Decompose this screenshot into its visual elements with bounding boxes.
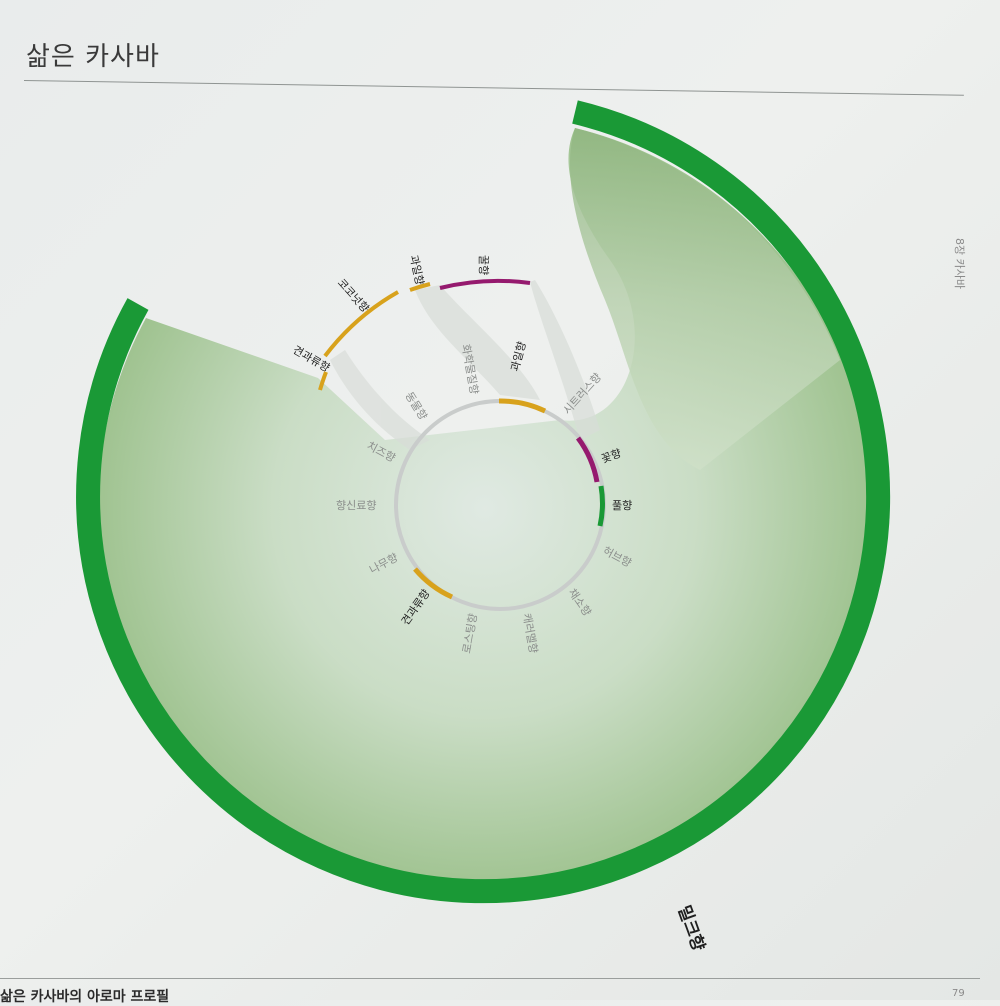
- middle-label-honey: 꿀향: [477, 255, 490, 275]
- middle-label-nutty: 견과류향: [291, 343, 333, 375]
- inner-floral-arc: [575, 436, 600, 483]
- outer-label-milk: 밀크향: [673, 903, 709, 955]
- page-number: 79: [952, 988, 965, 999]
- page-title: 삶은 카사바: [26, 42, 160, 72]
- fruity-aroma-arc: [409, 282, 431, 292]
- coconut-aroma-arc: [323, 290, 399, 358]
- inner-label-spice: 향신료향: [336, 499, 376, 512]
- inner-nutty-arc: [413, 567, 454, 600]
- inner-label-fruity: 과일향: [507, 340, 528, 373]
- connector-bands: [330, 280, 600, 450]
- middle-label-coconut: 코코넛향: [335, 276, 372, 315]
- inner-label-animal: 동물향: [402, 390, 429, 423]
- next-section-title: 삶은 카사바의 아로마 프로필: [0, 989, 170, 1005]
- honey-aroma-arc: [439, 278, 531, 290]
- milk-aroma-lobe: [569, 128, 840, 470]
- footer-rule: [0, 978, 980, 979]
- inner-label-grassy: 풀향: [612, 499, 632, 512]
- inner-fruity-arc: [498, 398, 547, 414]
- nutty-aroma-arc: [318, 371, 328, 391]
- inner-grassy-arc: [597, 485, 605, 527]
- milk-aroma-arc: [76, 100, 891, 904]
- middle-label-fruity: 과일향: [407, 254, 427, 287]
